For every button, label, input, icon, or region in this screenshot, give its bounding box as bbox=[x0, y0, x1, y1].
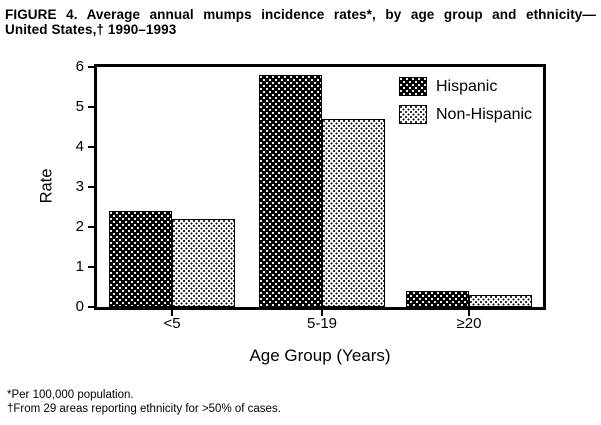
y-tick-5 bbox=[88, 106, 94, 108]
x-tick-2 bbox=[468, 310, 470, 316]
legend-swatch-non-hispanic-icon bbox=[399, 105, 427, 124]
figure-title-line2: United States,† 1990–1993 bbox=[5, 21, 177, 37]
bar-non-hispanic-group2 bbox=[322, 119, 385, 307]
y-tick-label-4: 4 bbox=[75, 138, 84, 155]
y-tick-label-1: 1 bbox=[75, 258, 84, 275]
y-tick-label-3: 3 bbox=[75, 178, 84, 195]
footnote-rate: *Per 100,000 population. bbox=[7, 389, 134, 401]
y-tick-label-0: 0 bbox=[75, 298, 84, 315]
legend-label-hispanic: Hispanic bbox=[436, 78, 498, 95]
x-axis-title: Age Group (Years) bbox=[249, 346, 391, 365]
x-tick-1 bbox=[321, 310, 323, 316]
y-tick-4 bbox=[88, 146, 94, 148]
y-tick-label-6: 6 bbox=[75, 58, 84, 75]
legend: Hispanic Non-Hispanic bbox=[399, 77, 532, 124]
x-tick-label-0: <5 bbox=[163, 315, 181, 332]
y-tick-3 bbox=[88, 186, 94, 188]
legend-item-hispanic: Hispanic bbox=[399, 77, 532, 96]
bar-hispanic-group3 bbox=[406, 291, 469, 307]
y-tick-label-2: 2 bbox=[75, 218, 84, 235]
y-tick-6 bbox=[88, 66, 94, 68]
figure-title-line1: FIGURE 4. Average annual mumps incidence… bbox=[5, 7, 596, 22]
bar-non-hispanic-group1 bbox=[172, 219, 235, 307]
bar-hispanic-group1 bbox=[109, 211, 172, 307]
x-tick-0 bbox=[171, 310, 173, 316]
y-tick-2 bbox=[88, 226, 94, 228]
plot-area: Hispanic Non-Hispanic bbox=[94, 64, 546, 310]
figure-title: FIGURE 4. Average annual mumps incidence… bbox=[5, 7, 596, 37]
bar-hispanic-group2 bbox=[259, 75, 322, 307]
legend-swatch-hispanic-icon bbox=[399, 77, 427, 96]
bar-non-hispanic-group3 bbox=[469, 295, 532, 307]
footnote-areas: †From 29 areas reporting ethnicity for >… bbox=[7, 403, 281, 415]
y-tick-0 bbox=[88, 306, 94, 308]
legend-item-non-hispanic: Non-Hispanic bbox=[399, 105, 532, 124]
x-tick-label-1: 5-19 bbox=[306, 315, 338, 332]
legend-label-non-hispanic: Non-Hispanic bbox=[436, 106, 533, 123]
x-tick-label-2: ≥20 bbox=[456, 315, 482, 332]
y-tick-label-5: 5 bbox=[75, 98, 84, 115]
footnotes: *Per 100,000 population. †From 29 areas … bbox=[7, 388, 281, 416]
y-tick-1 bbox=[88, 266, 94, 268]
